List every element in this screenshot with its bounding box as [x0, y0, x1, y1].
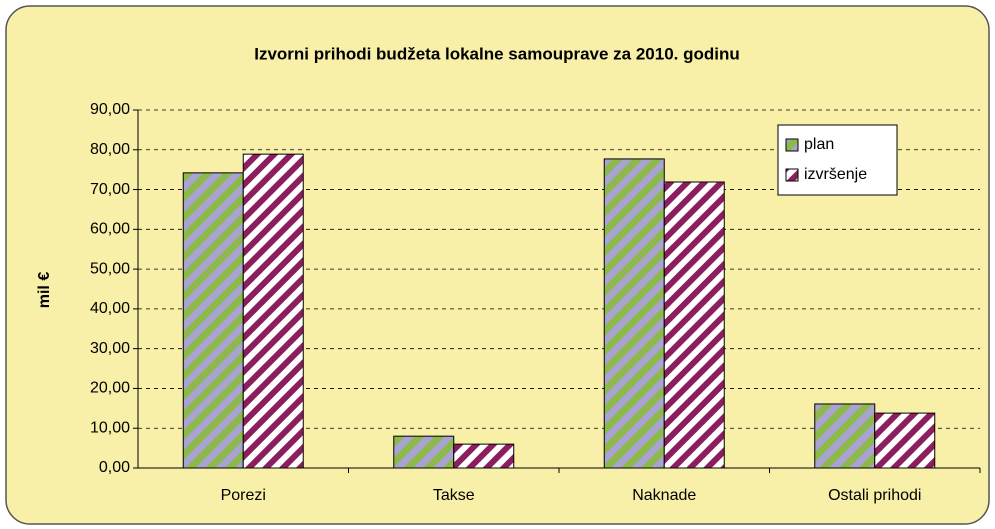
legend-swatch — [785, 168, 799, 182]
y-tick-label: 30,00 — [90, 340, 130, 357]
y-tick-label: 20,00 — [90, 380, 130, 397]
y-tick-label: 70,00 — [90, 181, 130, 198]
y-tick-label: 90,00 — [90, 101, 130, 118]
bar — [874, 412, 936, 469]
bar — [242, 153, 304, 469]
y-tick-label: 10,00 — [90, 419, 130, 436]
y-tick-label: 80,00 — [90, 141, 130, 158]
x-tick-label: Ostali prihodi — [828, 487, 921, 504]
y-tick-label: 50,00 — [90, 260, 130, 277]
y-tick-label: 60,00 — [90, 221, 130, 238]
legend-swatch — [785, 138, 799, 152]
legend-box — [777, 124, 898, 196]
bar — [663, 181, 725, 469]
x-tick-label: Naknade — [632, 487, 696, 504]
legend-label: izvršenje — [804, 166, 867, 183]
bar — [453, 443, 515, 469]
y-axis-label: mil € — [36, 272, 53, 309]
bar — [182, 172, 244, 469]
bar — [603, 158, 665, 469]
bar — [393, 435, 455, 469]
y-tick-label: 40,00 — [90, 300, 130, 317]
bar — [814, 403, 876, 469]
x-tick-label: Takse — [433, 487, 475, 504]
chart-title: Izvorni prihodi budžeta lokalne samoupra… — [254, 44, 740, 63]
legend-label: plan — [804, 136, 834, 153]
y-tick-label: 0,00 — [99, 459, 130, 476]
x-tick-label: Porezi — [221, 487, 266, 504]
